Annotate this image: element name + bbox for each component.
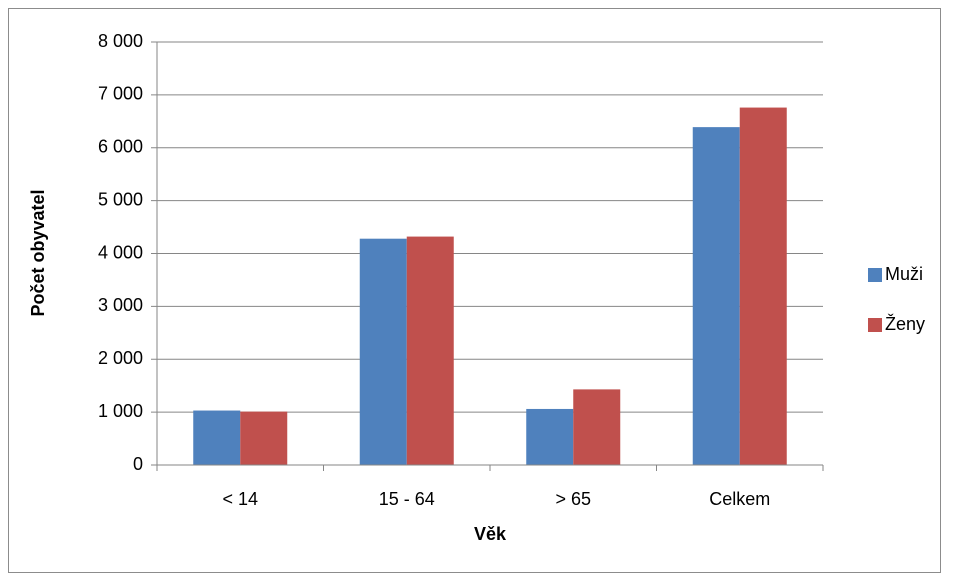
bar-zeny-3: [739, 107, 787, 465]
legend-swatch: [868, 268, 882, 282]
x-tick-label: Celkem: [709, 489, 770, 509]
y-tick-label: 7 000: [98, 84, 143, 104]
y-tick-label: 3 000: [98, 295, 143, 315]
y-tick-label: 1 000: [98, 401, 143, 421]
bar-muzi-1: [359, 238, 407, 465]
bar-zeny-2: [573, 389, 621, 465]
y-tick-label: 4 000: [98, 242, 143, 262]
x-tick-label: > 65: [555, 489, 591, 509]
legend-label: Ženy: [885, 314, 925, 334]
x-tick-label: < 14: [222, 489, 258, 509]
bar-muzi-2: [526, 408, 574, 465]
legend: Muži Ženy: [868, 264, 925, 334]
y-axis-title: Počet obyvatel: [28, 189, 48, 316]
x-tick-label: 15 - 64: [379, 489, 435, 509]
y-tick-label: 8 000: [98, 31, 143, 51]
y-tick-label: 5 000: [98, 189, 143, 209]
x-tick-labels: < 14 15 - 64 > 65 Celkem: [156, 464, 824, 509]
legend-swatch: [868, 318, 882, 332]
y-tick-label: 0: [133, 454, 143, 474]
y-tick-labels: 0 1 000 2 000 3 000 4 000 5 000 6 000 7 000 8 00…: [98, 31, 143, 474]
bar-muzi-0: [193, 410, 241, 465]
y-tick-label: 6 000: [98, 137, 143, 157]
bar-zeny-0: [240, 411, 288, 465]
bar-muzi-3: [692, 127, 740, 465]
legend-label: Muži: [885, 264, 923, 284]
x-axis-title: Věk: [474, 524, 507, 544]
bars: [193, 107, 787, 465]
bar-zeny-1: [406, 236, 454, 465]
y-tick-label: 2 000: [98, 348, 143, 368]
